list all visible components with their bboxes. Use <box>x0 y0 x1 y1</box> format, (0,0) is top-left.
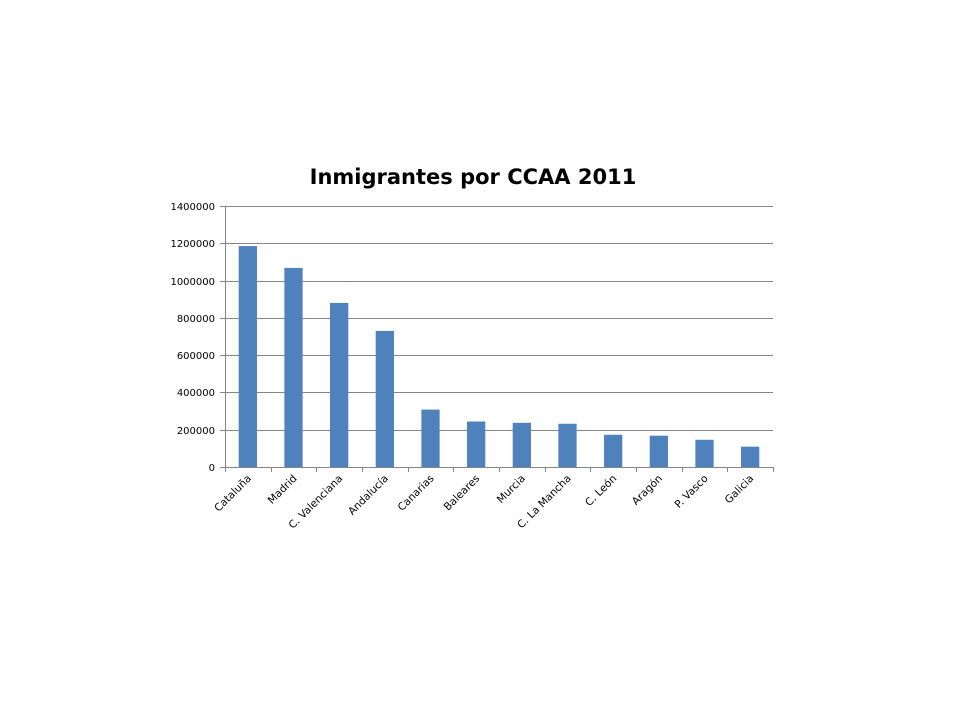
bar <box>284 267 303 467</box>
y-tick-label: 200000 <box>177 426 215 437</box>
chart-title: Inmigrantes por CCAA 2011 <box>310 165 637 189</box>
y-tick-label: 0 <box>209 463 215 474</box>
y-tick-label: 1200000 <box>170 239 215 250</box>
y-tick-label: 1400000 <box>170 202 215 213</box>
x-tick-label: Baleares <box>442 473 483 514</box>
y-tick-label: 600000 <box>177 351 215 362</box>
bar <box>467 421 486 467</box>
bar <box>649 435 668 467</box>
y-axis-ticks: 0 200000 400000 600000 800000 1000000 1200000 1… <box>170 202 225 474</box>
bar <box>375 330 394 467</box>
x-tick-label: P. Vasco <box>673 473 711 511</box>
y-tick-label: 800000 <box>177 314 215 325</box>
bar <box>512 422 531 467</box>
bar <box>330 302 349 467</box>
x-tick-label: Andalucía <box>346 473 391 518</box>
bars <box>238 246 760 467</box>
bar <box>238 246 257 467</box>
x-tick-label: C. León <box>583 473 619 509</box>
y-tick-label: 1000000 <box>170 277 215 288</box>
x-tick-label: Cataluña <box>212 473 254 515</box>
bar <box>695 439 714 467</box>
x-tick-label: Canarias <box>396 473 437 514</box>
bar <box>741 446 760 467</box>
x-tick-label: Murcia <box>495 473 528 506</box>
axes <box>225 206 774 472</box>
bar <box>604 434 623 467</box>
x-tick-label: Aragón <box>630 473 665 508</box>
gridlines <box>225 206 773 431</box>
bar <box>421 409 440 467</box>
x-tick-label: Madrid <box>266 473 300 507</box>
bar <box>558 423 577 467</box>
x-tick-label: Galicia <box>723 473 757 507</box>
y-tick-label: 400000 <box>177 388 215 399</box>
